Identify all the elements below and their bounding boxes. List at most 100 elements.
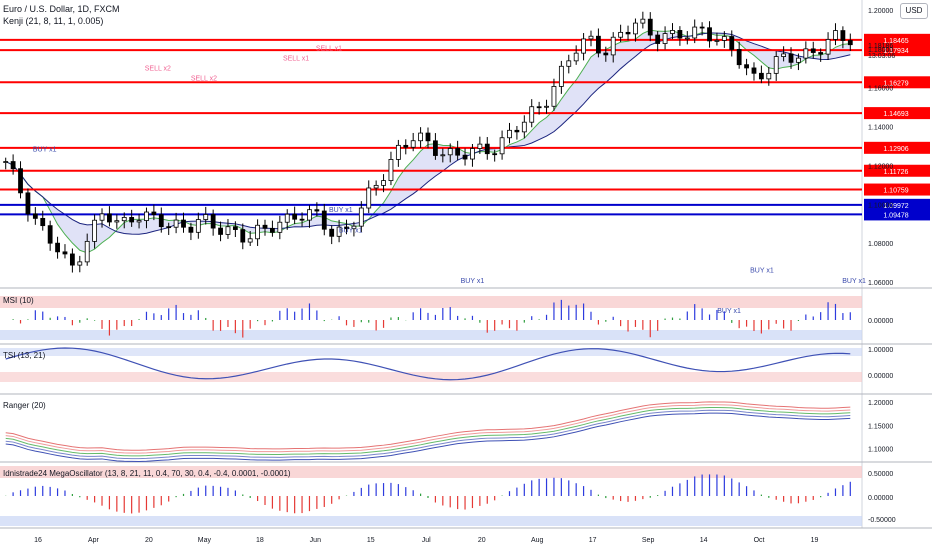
candle-body <box>292 213 298 220</box>
candle-body <box>232 226 238 230</box>
candle-body <box>62 251 68 255</box>
level-price-label: 1.17934 <box>883 48 908 55</box>
candle-body <box>655 34 661 44</box>
time-axis-label: May <box>198 537 212 544</box>
candle-body <box>677 30 683 39</box>
candle-body <box>736 49 742 66</box>
candle-body <box>277 221 283 233</box>
candle-body <box>336 226 342 237</box>
candle-body <box>758 72 764 80</box>
level-price-tag <box>864 107 930 120</box>
tsi-line <box>5 347 851 381</box>
level-price-label: 1.16279 <box>883 80 908 87</box>
candle-body <box>610 36 616 56</box>
candle-body <box>366 187 372 209</box>
ranger-axis-label: 1.20000 <box>868 400 893 407</box>
candle-body <box>447 148 453 156</box>
candle-body <box>596 35 601 54</box>
signal-label-sell: SELL x1 <box>283 56 309 63</box>
candle-body <box>573 52 579 62</box>
candle-body <box>633 22 638 35</box>
candle-body <box>766 72 772 80</box>
candle-body <box>395 144 401 160</box>
candle-body <box>477 143 483 149</box>
candle-body <box>692 26 698 39</box>
level-price-label: 1.09478 <box>883 212 908 219</box>
level-price-label: 1.11726 <box>884 169 909 176</box>
time-axis-label: 18 <box>256 537 264 544</box>
mega-axis-label: 0.00000 <box>868 495 893 502</box>
candle-body <box>247 238 253 243</box>
candle-body <box>358 207 364 227</box>
candle-body <box>381 180 386 186</box>
tsi-axis-label: 1.00000 <box>868 347 893 354</box>
candle-body <box>32 213 38 219</box>
candle-body <box>470 148 475 160</box>
candle-body <box>195 219 201 233</box>
candle-body <box>781 53 787 57</box>
candle-body <box>284 213 290 223</box>
candle-body <box>588 35 594 40</box>
candle-body <box>521 121 527 133</box>
price-axis-tick: 1.06000 <box>868 280 893 287</box>
tsi-axis-label: 0.00000 <box>868 373 893 380</box>
candle-body <box>847 40 853 46</box>
candle-body <box>388 159 394 181</box>
candle-body <box>581 38 586 54</box>
ranger-band-line <box>5 406 851 457</box>
symbol-title: Euro / U.S. Dollar, 1D, FXCM <box>3 4 120 14</box>
candle-body <box>47 225 53 244</box>
candle-body <box>514 129 520 133</box>
candle-body <box>647 18 653 36</box>
level-price-label: 1.12906 <box>883 146 908 153</box>
candle-body <box>84 240 90 263</box>
ranger-axis-label: 1.15000 <box>868 423 893 430</box>
indicator-label: Kenji (21, 8, 11, 1, 0.005) <box>3 16 104 26</box>
candle-body <box>373 184 379 189</box>
time-axis-label: 17 <box>589 537 597 544</box>
price-axis-tick: 1.16000 <box>868 86 893 93</box>
mega-oversold-zone <box>0 516 862 526</box>
candle-body <box>499 137 505 155</box>
signal-label-buy: BUY x1 <box>750 268 774 275</box>
candle-body <box>188 226 194 233</box>
currency-button[interactable]: USD <box>900 3 928 19</box>
candle-body <box>158 214 164 228</box>
candle-body <box>351 225 357 230</box>
ranger-band-line <box>5 401 851 451</box>
candle-body <box>803 48 809 59</box>
candle-body <box>121 217 127 222</box>
candle-body <box>566 60 572 67</box>
candle-body <box>40 217 46 227</box>
candle-body <box>10 161 16 170</box>
signal-label-buy: BUY x1 <box>842 278 866 285</box>
candle-body <box>144 211 149 221</box>
candle-body <box>618 31 624 38</box>
level-price-tag <box>864 141 930 154</box>
candle-body <box>203 214 209 220</box>
mega-axis-label: -0.50000 <box>868 517 896 524</box>
level-price-tag <box>864 44 930 57</box>
candle-body <box>225 226 231 235</box>
signal-label-sell: SELL x2 <box>191 76 217 83</box>
time-axis-label: Jun <box>310 537 321 544</box>
time-axis-label: Sep <box>642 537 655 544</box>
candle-body <box>788 53 794 63</box>
candle-body <box>92 219 98 242</box>
candle-body <box>440 154 446 157</box>
price-axis-tick: 1.10000 <box>868 202 893 209</box>
candle-body <box>18 168 23 194</box>
candle-body <box>796 57 801 63</box>
candle-body <box>536 106 542 109</box>
time-axis-label: 14 <box>700 537 708 544</box>
price-axis-tick: 1.12000 <box>868 163 893 170</box>
candle-body <box>484 143 490 155</box>
candle-body <box>662 33 668 44</box>
candle-body <box>507 129 512 139</box>
candle-body <box>640 18 646 24</box>
mega-oscillator-pane-title: Idnistrade24 MegaOscillator (13, 8, 21, … <box>3 469 291 478</box>
candle-body <box>670 30 675 34</box>
candle-body <box>344 226 349 230</box>
signal-label-sell: SELL x1 <box>316 45 342 52</box>
